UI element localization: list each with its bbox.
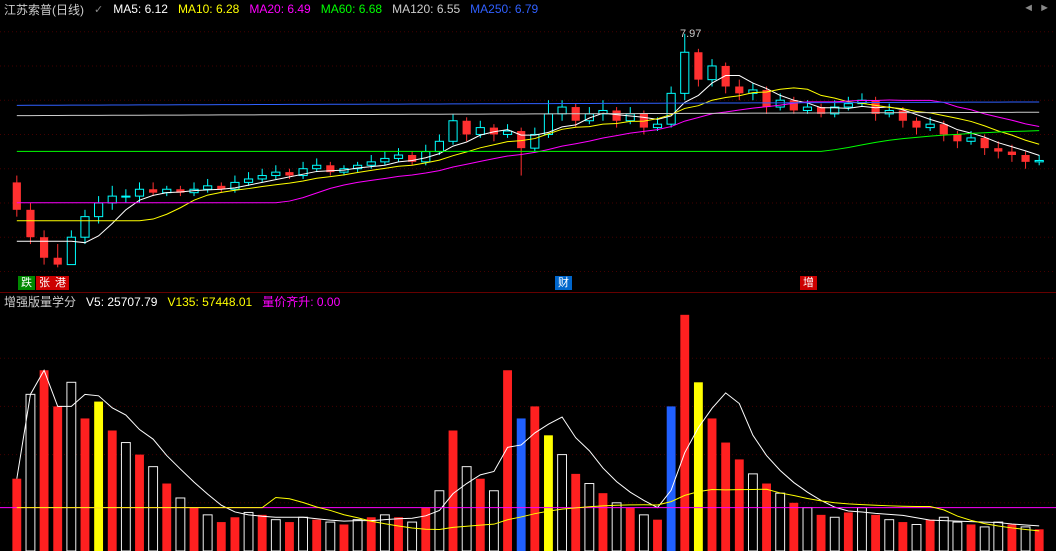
volume-chart[interactable] — [0, 310, 1056, 551]
ma60-label: MA60: 6.68 — [321, 2, 382, 16]
ma10-label: MA10: 6.28 — [178, 2, 239, 16]
ma120-label: MA120: 6.55 — [392, 2, 460, 16]
volume-title: 增强版量学分 — [4, 293, 76, 310]
prev-arrow-icon[interactable]: ◄ — [1023, 2, 1034, 14]
qp-label: 量价齐升: 0.00 — [262, 293, 340, 310]
ma5-label: MA5: 6.12 — [113, 2, 168, 16]
next-arrow-icon[interactable]: ► — [1039, 2, 1050, 14]
event-marker[interactable]: 张 — [36, 276, 53, 290]
event-marker[interactable]: 增 — [800, 276, 817, 290]
check-icon[interactable]: ✓ — [94, 3, 103, 16]
event-marker[interactable]: 财 — [555, 276, 572, 290]
volume-header: 增强版量学分 V5: 25707.79 V135: 57448.01 量价齐升:… — [0, 292, 1056, 310]
event-marker[interactable]: 港 — [52, 276, 69, 290]
ma20-label: MA20: 6.49 — [249, 2, 310, 16]
event-marker[interactable]: 跌 — [18, 276, 35, 290]
v5-label: V5: 25707.79 — [86, 295, 157, 309]
high-price-label: 7.97 — [680, 28, 701, 40]
stock-title: 江苏索普(日线) — [4, 1, 84, 18]
v135-label: V135: 57448.01 — [167, 295, 252, 309]
ma250-label: MA250: 6.79 — [470, 2, 538, 16]
candlestick-chart[interactable]: 7.97 4.56 跌张港财增 — [0, 18, 1056, 292]
chart-header: 江苏索普(日线) ✓ MA5: 6.12 MA10: 6.28 MA20: 6.… — [0, 0, 1056, 18]
